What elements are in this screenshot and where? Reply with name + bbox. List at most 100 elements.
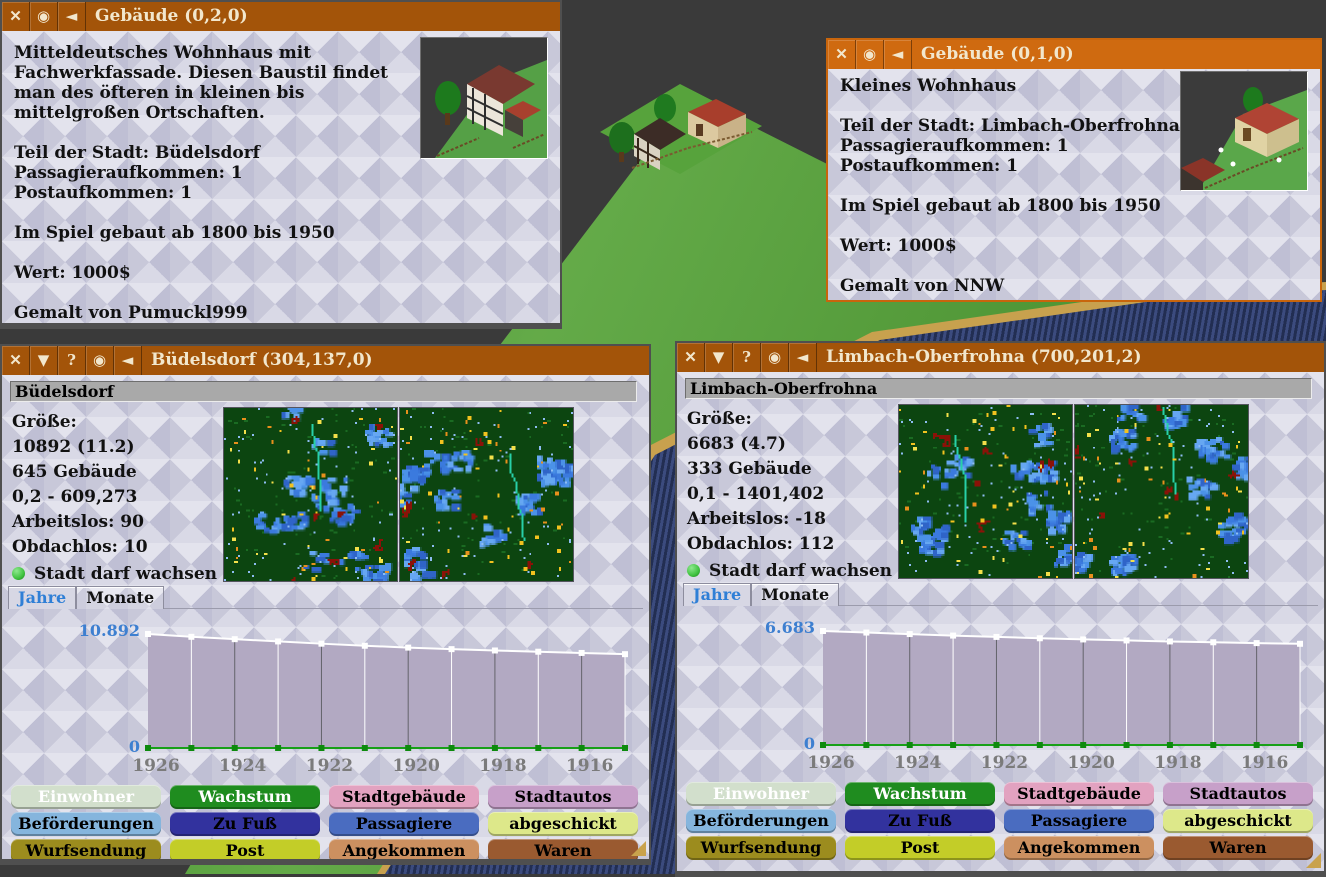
text-line: Wert: 1000$ [840,236,957,256]
chart-series-buttons: Einwohner Wachstum Stadtgebäude Stadtautos B… [11,785,638,859]
window-content: Mitteldeutsches Wohnhaus mit Fachwerkfass… [2,31,560,323]
goto-icon[interactable]: ◉ [30,2,58,31]
series-button-abgeschickt[interactable]: abgeschickt [1163,809,1313,833]
text-line [14,243,422,263]
year-tick-label: 1916 [1240,753,1289,773]
city-minimap-overview[interactable] [223,407,398,582]
tab-jahre[interactable]: Jahre [8,586,77,609]
stat-line: Obdachlos: 10 [12,537,148,557]
text-line: Teil der Stadt: Limbach-Oberfrohna [840,116,1180,136]
resize-grip[interactable] [1306,853,1321,868]
titlebar[interactable]: ✕ ◉ ◄ Gebäude (0,1,0) [828,40,1320,69]
series-button-post[interactable]: Post [845,836,995,860]
stat-line: 10892 (11.2) [12,437,135,457]
series-button-waren[interactable]: Waren [488,839,638,859]
chart-series-buttons: Einwohner Wachstum Stadtgebäude Stadtautos B… [686,782,1313,860]
tabrow-divider [164,607,643,609]
text-line [840,256,1248,276]
city-minimap-overview[interactable] [898,404,1073,579]
series-button-stadtgeb-ude[interactable]: Stadtgebäude [1004,782,1154,806]
tab-jahre[interactable]: Jahre [683,583,752,606]
text-line: Fachwerkfassade. Diesen Baustil findet [14,63,389,83]
close-icon[interactable]: ✕ [2,2,30,31]
series-button-wurfsendung[interactable]: Wurfsendung [11,839,161,859]
resize-grip[interactable] [631,841,646,856]
series-button-abgeschickt[interactable]: abgeschickt [488,812,638,836]
growth-status-icon [687,564,700,577]
stat-line: Größe: [687,409,752,429]
text-line [14,283,422,303]
population-chart [145,631,628,751]
series-button-wurfsendung[interactable]: Wurfsendung [686,836,836,860]
sticky-icon[interactable]: ◄ [114,346,142,375]
help-icon[interactable]: ? [58,346,86,375]
goto-icon[interactable]: ◉ [856,40,884,69]
series-button-passagiere[interactable]: Passagiere [329,812,479,836]
city-minimap-detail[interactable] [1074,404,1249,579]
titlebar[interactable]: ✕ ▼ ? ◉ ◄ Limbach-Oberfrohna (700,201,2) [677,343,1324,372]
text-line: man des öfteren in kleinen bis [14,83,305,103]
close-icon[interactable]: ✕ [828,40,856,69]
series-button-post[interactable]: Post [170,839,320,859]
sticky-icon[interactable]: ◄ [58,2,86,31]
window-building-a: ✕ ◉ ◄ Gebäude (0,2,0) Mitteldeutsches Wo… [0,0,562,329]
shade-icon[interactable]: ▼ [30,346,58,375]
series-button-wachstum[interactable]: Wachstum [845,782,995,806]
close-icon[interactable]: ✕ [677,343,705,372]
population-chart [820,628,1303,748]
series-button-stadtautos[interactable]: Stadtautos [488,785,638,809]
series-button-angekommen[interactable]: Angekommen [329,839,479,859]
chart-year-axis: 1926 1924 1922 1920 1918 1916 [2,756,649,776]
tabrow-divider [839,604,1318,606]
series-button-bef-rderungen[interactable]: Beförderungen [11,812,161,836]
goto-icon[interactable]: ◉ [761,343,789,372]
series-button-waren[interactable]: Waren [1163,836,1313,860]
city-growth-status: Stadt darf wachsen [687,558,892,583]
building-description: Kleines Wohnhaus Teil der Stadt: Limbach… [840,76,1248,296]
window-city-buedelsdorf: ✕ ▼ ? ◉ ◄ Büdelsdorf (304,137,0) Größe: 1… [0,344,651,865]
city-stats: Größe: 6683 (4.7) 333 Gebäude 0,1 - 1401,40… [687,407,834,557]
series-button-einwohner[interactable]: Einwohner [686,782,836,806]
window-city-limbach: ✕ ▼ ? ◉ ◄ Limbach-Oberfrohna (700,201,2)… [675,341,1326,877]
sticky-icon[interactable]: ◄ [884,40,912,69]
tab-monate[interactable]: Monate [76,586,165,609]
series-button-zu-fu-[interactable]: Zu Fuß [170,812,320,836]
year-tick-label: 1918 [1154,753,1202,773]
stat-line: 645 Gebäude [12,462,137,482]
building-description: Mitteldeutsches Wohnhaus mit Fachwerkfass… [14,43,422,323]
text-line: Im Spiel gebaut ab 1800 bis 1950 [840,196,1161,216]
titlebar[interactable]: ✕ ◉ ◄ Gebäude (0,2,0) [2,2,560,31]
city-stats: Größe: 10892 (11.2) 645 Gebäude 0,2 - 609,2… [12,410,148,560]
series-button-angekommen[interactable]: Angekommen [1004,836,1154,860]
city-name-input[interactable] [685,378,1312,399]
series-button-zu-fu-[interactable]: Zu Fuß [845,809,995,833]
series-button-passagiere[interactable]: Passagiere [1004,809,1154,833]
close-icon[interactable]: ✕ [2,346,30,375]
series-button-einwohner[interactable]: Einwohner [11,785,161,809]
titlebar[interactable]: ✕ ▼ ? ◉ ◄ Büdelsdorf (304,137,0) [2,346,649,375]
stat-line: 0,2 - 609,273 [12,487,138,507]
city-name-input[interactable] [10,381,637,402]
series-button-wachstum[interactable]: Wachstum [170,785,320,809]
goto-icon[interactable]: ◉ [86,346,114,375]
tab-monate[interactable]: Monate [751,583,840,606]
series-button-stadtgeb-ude[interactable]: Stadtgebäude [329,785,479,809]
window-title: Büdelsdorf (304,137,0) [151,350,373,370]
text-line: Im Spiel gebaut ab 1800 bis 1950 [14,223,335,243]
text-line: Postaufkommen: 1 [840,156,1019,176]
map-houses[interactable] [592,82,767,177]
help-icon[interactable]: ? [733,343,761,372]
growth-status-icon [12,567,25,580]
text-line: Passagieraufkommen: 1 [840,136,1069,156]
series-button-stadtautos[interactable]: Stadtautos [1163,782,1313,806]
city-minimap-detail[interactable] [399,407,574,582]
sticky-icon[interactable]: ◄ [789,343,817,372]
window-building-b: ✕ ◉ ◄ Gebäude (0,1,0) Kleines Wohnhaus T… [826,38,1322,302]
window-title: Gebäude (0,1,0) [921,44,1074,64]
year-tick-label: 1920 [392,756,440,776]
series-button-bef-rderungen[interactable]: Beförderungen [686,809,836,833]
stat-line: Größe: [12,412,77,432]
year-tick-label: 1922 [305,756,354,776]
text-line [14,203,422,223]
shade-icon[interactable]: ▼ [705,343,733,372]
